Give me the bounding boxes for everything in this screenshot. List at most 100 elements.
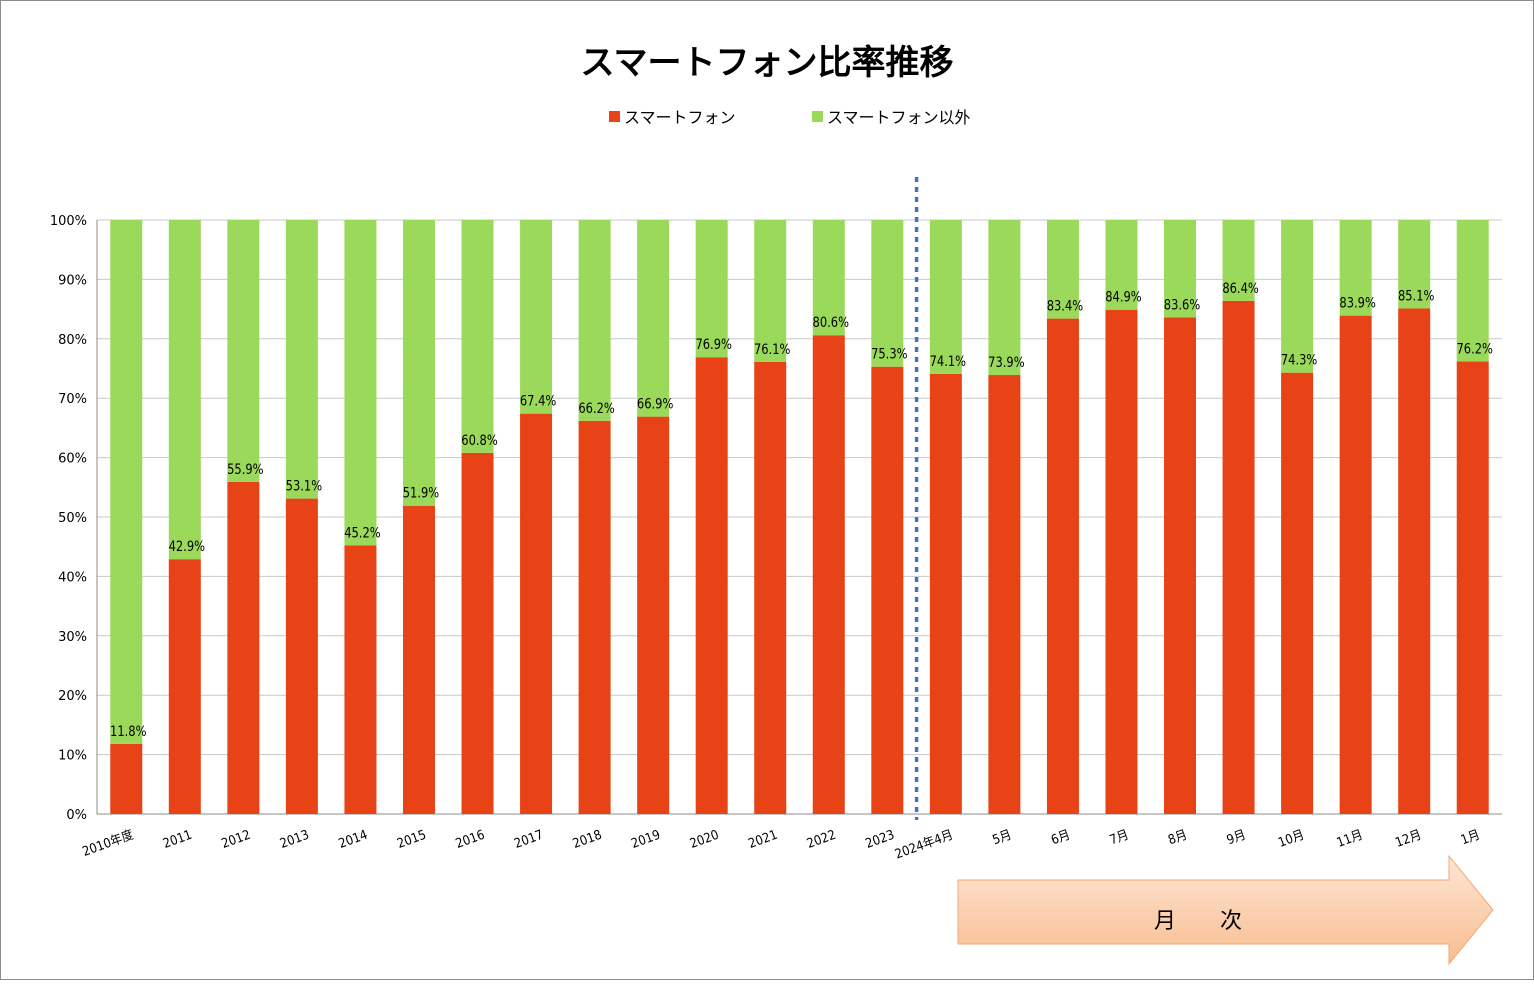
data-label: 66.2% [578,401,614,417]
x-tick-label: 2015 [395,827,428,851]
data-label: 76.2% [1457,341,1493,357]
x-tick-label: 2012 [219,827,252,851]
bar-smartphone [754,361,787,814]
bar-smartphone [520,413,553,814]
data-label: 55.9% [227,462,263,478]
data-labels: 11.8% 42.9% 55.9% 53.1% 45.2% 51.9% 60.8% 67.4%… [110,281,1493,741]
bar-non-smartphone [1164,220,1197,318]
bar-non-smartphone [578,220,611,421]
bar-non-smartphone [1398,220,1431,309]
bar-smartphone [871,366,904,814]
x-tick-label: 2024年4月 [893,827,955,862]
x-tick-label: 2018 [571,827,604,851]
bar-non-smartphone [168,220,201,560]
bar-non-smartphone [344,220,377,546]
y-tick-label: 10% [58,749,87,764]
y-tick-label: 30% [58,630,87,645]
data-label: 85.1% [1398,288,1434,304]
x-tick-label: 2013 [278,827,311,851]
data-label: 11.8% [110,724,146,740]
y-tick-label: 90% [58,273,87,288]
x-tick-label: 12月 [1393,827,1423,850]
y-tick-label: 70% [58,392,87,407]
bar-non-smartphone [285,220,318,499]
bar-smartphone [1456,361,1489,814]
x-tick-label: 11月 [1335,827,1365,850]
x-tick-label: 2017 [512,827,545,851]
y-tick-label: 50% [58,511,87,526]
bar-non-smartphone [520,220,553,414]
bar-smartphone [1222,300,1255,814]
bar-smartphone [929,373,962,814]
x-tick-label: 2023 [863,827,896,851]
bar-non-smartphone [637,220,670,417]
monthly-annotation-arrow: 月 次 [957,854,1494,966]
bar-smartphone [402,505,435,814]
data-label: 80.6% [813,315,849,331]
bar-non-smartphone [227,220,260,482]
bar-smartphone [1339,315,1372,814]
data-label: 51.9% [403,486,439,502]
data-label: 83.9% [1339,296,1375,312]
x-tick-label: 1月 [1459,827,1482,847]
bar-non-smartphone [812,220,845,336]
y-axis-ticks: 0% 10% 20% 30% 40% 50% 60% 70% 80% 90% 100% [50,214,87,823]
gridlines [96,219,1502,815]
x-tick-label: 2020 [688,827,721,851]
bar-non-smartphone [1339,220,1372,316]
legend-swatch-smartphone [609,111,620,122]
legend-swatch-non-smartphone [812,111,823,122]
x-tick-label: 2011 [161,827,194,851]
data-label: 74.1% [930,354,966,370]
bar-smartphone [168,559,201,814]
data-label: 84.9% [1105,290,1141,306]
x-tick-label: 2021 [746,827,779,851]
data-label: 86.4% [1222,281,1258,297]
arrow-shape [957,854,1494,966]
bar-smartphone [461,452,494,814]
y-tick-label: 40% [58,570,87,585]
bar-smartphone [1281,372,1314,814]
x-tick-label: 8月 [1166,827,1189,847]
bars [110,220,1489,814]
bar-non-smartphone [988,220,1021,376]
bar-non-smartphone [402,220,435,506]
legend-label-smartphone: スマートフォン [624,108,736,127]
bar-smartphone [812,335,845,814]
x-tick-label: 9月 [1225,827,1248,847]
y-tick-label: 0% [66,808,87,823]
y-tick-label: 60% [58,452,87,467]
bar-non-smartphone [1222,220,1255,301]
arrow-label: 月 次 [1154,909,1242,934]
bar-non-smartphone [754,220,787,362]
x-tick-label: 7月 [1108,827,1131,847]
data-label: 73.9% [988,355,1024,371]
bar-smartphone [988,375,1021,814]
data-label: 74.3% [1281,353,1317,369]
data-label: 83.6% [1164,297,1200,313]
data-label: 45.2% [344,525,380,541]
data-label: 53.1% [286,479,322,495]
data-label: 66.9% [637,397,673,413]
bar-non-smartphone [1105,220,1138,310]
chart-title: スマートフォン比率推移 [581,43,954,83]
x-tick-label: 2014 [337,827,370,851]
data-label: 76.1% [754,342,790,358]
bar-non-smartphone [110,220,143,744]
legend: スマートフォン スマートフォン以外 [609,108,971,127]
x-tick-label: 2022 [805,827,838,851]
x-tick-label: 2016 [454,827,487,851]
legend-label-non-smartphone: スマートフォン以外 [827,108,971,127]
x-tick-label: 5月 [990,827,1013,847]
bar-smartphone [578,420,611,814]
bar-smartphone [695,357,728,814]
data-label: 83.4% [1047,299,1083,315]
data-label: 75.3% [871,347,907,363]
bar-non-smartphone [871,220,904,367]
bar-non-smartphone [1046,220,1079,319]
data-label: 76.9% [695,337,731,353]
y-tick-label: 100% [50,214,87,229]
bar-smartphone [1105,309,1138,814]
bar-non-smartphone [1456,220,1489,362]
x-tick-label: 10月 [1276,827,1306,850]
